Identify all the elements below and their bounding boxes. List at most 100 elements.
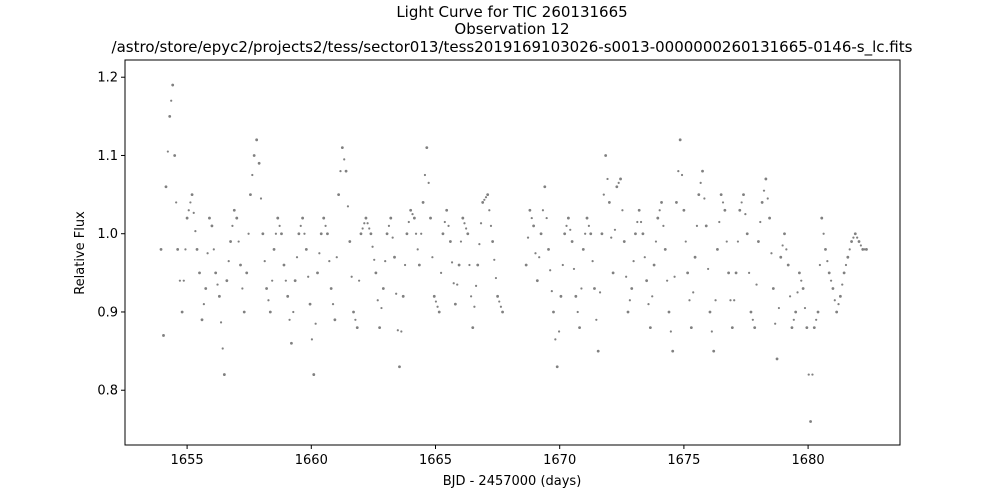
cadence-point [647,303,650,306]
data-point [293,279,297,283]
cadence-point [807,373,810,376]
cadence-point [651,295,654,298]
cadence-point [335,256,338,259]
cadence-point [759,220,762,224]
cadence-point [718,220,721,224]
cadence-point [844,263,848,267]
data-point [727,271,731,275]
data-point [749,310,753,314]
cadence-point [299,224,302,227]
cadence-point [841,283,844,286]
y-axis-label: Relative Flux [73,211,88,295]
data-point [652,263,656,267]
cadence-point [339,170,342,173]
cadence-point [267,299,270,302]
cadence-point [361,227,364,230]
cadence-point [346,205,350,208]
cadence-point [263,260,266,263]
cadence-point [391,236,394,239]
cadence-point [534,252,537,255]
y-axis: 0.8 0.9 1.0 1.1 1.2 [97,71,125,399]
data-point [290,341,293,345]
cadence-point [632,260,635,263]
data-point [865,247,868,251]
data-point [528,208,532,212]
data-point [801,287,805,290]
cadence-point [494,276,498,280]
cadence-point [591,260,594,263]
data-point [559,294,563,298]
cadence-point [166,150,169,153]
cadence-point [216,283,219,286]
data-point [190,193,194,196]
cadence-point [744,213,747,216]
cadence-point [572,267,576,271]
cadence-point [621,209,624,212]
cadence-point [774,322,777,325]
data-point [775,357,779,361]
data-point [374,271,378,275]
x-tick-label: 1670 [543,453,576,468]
cadence-point [617,181,620,184]
cadence-point [420,232,423,235]
cadence-point [569,228,572,231]
x-tick-label: 1660 [295,453,328,468]
cadence-point [557,330,561,333]
cadence-point [587,224,590,227]
data-point [626,310,630,314]
cadence-point [565,224,568,227]
cadence-point [733,299,736,302]
data-point [771,287,775,290]
cadence-point [427,181,430,184]
cadence-point [550,290,553,293]
data-points [159,83,868,423]
data-point [316,271,319,275]
cadence-point [452,282,455,285]
cadence-point [175,201,178,204]
cadence-point [259,197,263,200]
data-point [229,240,232,243]
data-point [412,216,416,220]
data-point [461,216,465,220]
cadence-point [206,252,209,255]
cadence-point [499,305,503,308]
cadence-point [803,306,807,310]
data-point [693,255,697,259]
data-point [842,271,846,275]
cadence-point [447,224,450,227]
cadence-point [231,224,234,227]
cadence-point [493,258,496,261]
cadence-point [465,227,468,230]
data-point [671,349,675,353]
cadence-point [498,300,501,303]
x-axis: 1655 1660 1665 1670 1675 1680 [171,445,825,468]
cadence-point [848,248,851,251]
cadence-point [407,220,410,224]
cadence-point [788,295,792,298]
cadence-point [284,279,287,282]
cadence-point [459,240,463,243]
cadence-point [251,173,254,177]
cadence-point [436,305,439,308]
data-point [656,216,660,220]
data-point [570,240,574,243]
data-point [566,216,570,220]
cadence-point [684,240,687,243]
data-point [265,287,268,290]
cadence-point [829,279,833,282]
data-point [585,216,589,220]
y-tick-label: 1.1 [97,149,118,164]
data-point [301,216,305,220]
cadence-point [755,283,758,286]
cadence-point [384,260,387,263]
data-point [235,216,239,220]
data-point [255,138,259,142]
cadence-point [274,232,278,235]
cadence-point [411,213,414,216]
data-point [491,240,495,243]
cadence-point [721,201,725,204]
data-point [401,294,405,298]
cadence-point [688,299,691,302]
cadence-point [561,263,564,267]
cadence-point [595,318,598,321]
